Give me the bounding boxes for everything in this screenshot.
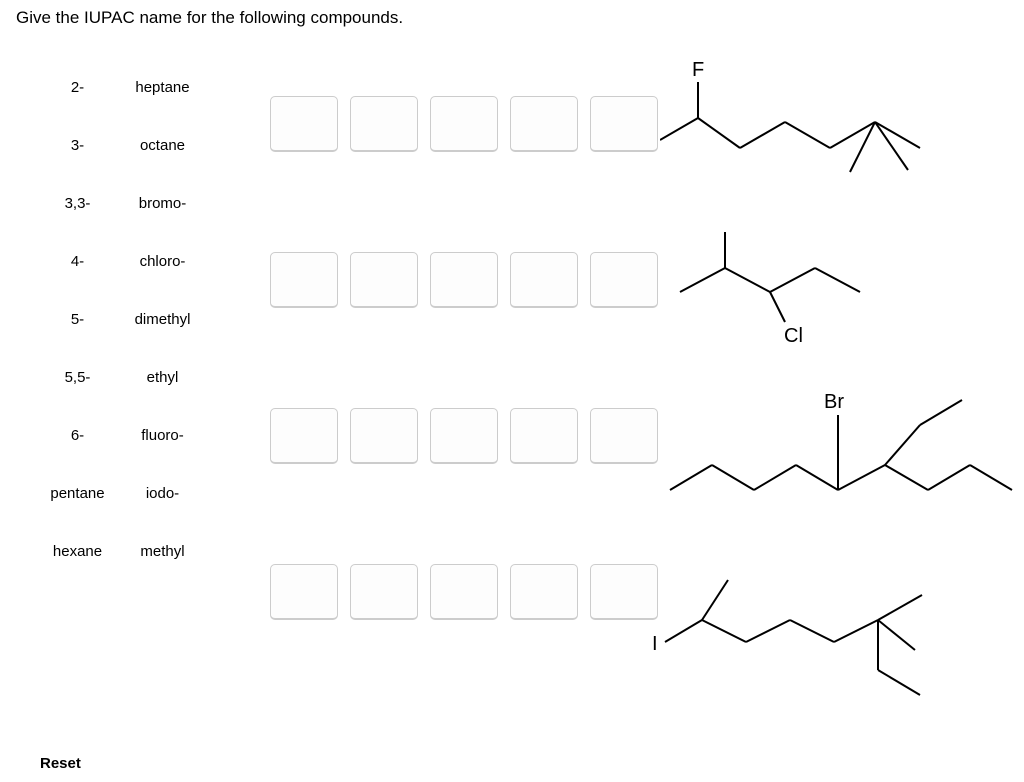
drop-slot[interactable] (590, 252, 658, 308)
drop-slot[interactable] (430, 96, 498, 152)
drop-row-2 (270, 408, 658, 464)
drop-slot[interactable] (510, 564, 578, 620)
token-right-5[interactable]: ethyl (115, 369, 210, 386)
chlorine-label: Cl (784, 325, 803, 347)
token-row: 5- dimethyl (40, 290, 240, 348)
drop-slot[interactable] (590, 96, 658, 152)
token-right-0[interactable]: heptane (115, 79, 210, 96)
token-right-1[interactable]: octane (115, 137, 210, 154)
token-row: hexane methyl (40, 522, 240, 580)
structure-2: Cl (660, 230, 910, 360)
token-left-0[interactable]: 2- (40, 79, 115, 96)
bromine-label: Br (824, 391, 844, 413)
drop-slot[interactable] (350, 564, 418, 620)
drop-row-0 (270, 96, 658, 152)
drop-slot[interactable] (510, 408, 578, 464)
token-right-7[interactable]: iodo- (115, 485, 210, 502)
token-left-6[interactable]: 6- (40, 427, 115, 444)
fluorine-label: F (692, 60, 704, 81)
token-right-6[interactable]: fluoro- (115, 427, 210, 444)
drop-slot[interactable] (510, 96, 578, 152)
token-left-8[interactable]: hexane (40, 543, 115, 560)
token-row: 5,5- ethyl (40, 348, 240, 406)
structure-1: F (660, 60, 1010, 200)
drop-slot[interactable] (430, 564, 498, 620)
token-left-7[interactable]: pentane (40, 485, 115, 502)
drop-slot[interactable] (270, 252, 338, 308)
token-left-2[interactable]: 3,3- (40, 195, 115, 212)
structure-3: Br (660, 390, 1020, 520)
drop-row-1 (270, 252, 658, 308)
drop-slot[interactable] (270, 564, 338, 620)
question-title: Give the IUPAC name for the following co… (0, 0, 1024, 28)
drop-slot[interactable] (510, 252, 578, 308)
token-row: 3,3- bromo- (40, 174, 240, 232)
token-right-3[interactable]: chloro- (115, 253, 210, 270)
drop-slot[interactable] (350, 252, 418, 308)
drop-slot[interactable] (270, 96, 338, 152)
token-left-1[interactable]: 3- (40, 137, 115, 154)
drop-slot[interactable] (590, 564, 658, 620)
token-left-4[interactable]: 5- (40, 311, 115, 328)
drop-slot[interactable] (350, 408, 418, 464)
token-row: 2- heptane (40, 58, 240, 116)
token-left-5[interactable]: 5,5- (40, 369, 115, 386)
token-row: 6- fluoro- (40, 406, 240, 464)
token-right-8[interactable]: methyl (115, 543, 210, 560)
dropzones (270, 58, 658, 620)
structure-4: I (650, 550, 990, 720)
drop-slot[interactable] (350, 96, 418, 152)
reset-button[interactable]: Reset (40, 755, 81, 772)
drop-slot[interactable] (430, 408, 498, 464)
token-row: 4- chloro- (40, 232, 240, 290)
drop-slot[interactable] (590, 408, 658, 464)
token-left-3[interactable]: 4- (40, 253, 115, 270)
drop-slot[interactable] (270, 408, 338, 464)
token-row: pentane iodo- (40, 464, 240, 522)
drop-row-3 (270, 564, 658, 620)
drop-slot[interactable] (430, 252, 498, 308)
token-right-2[interactable]: bromo- (115, 195, 210, 212)
token-right-4[interactable]: dimethyl (115, 311, 210, 328)
iodine-label: I (652, 633, 658, 655)
token-row: 3- octane (40, 116, 240, 174)
tokens-panel: 2- heptane 3- octane 3,3- bromo- 4- chlo… (40, 58, 240, 620)
